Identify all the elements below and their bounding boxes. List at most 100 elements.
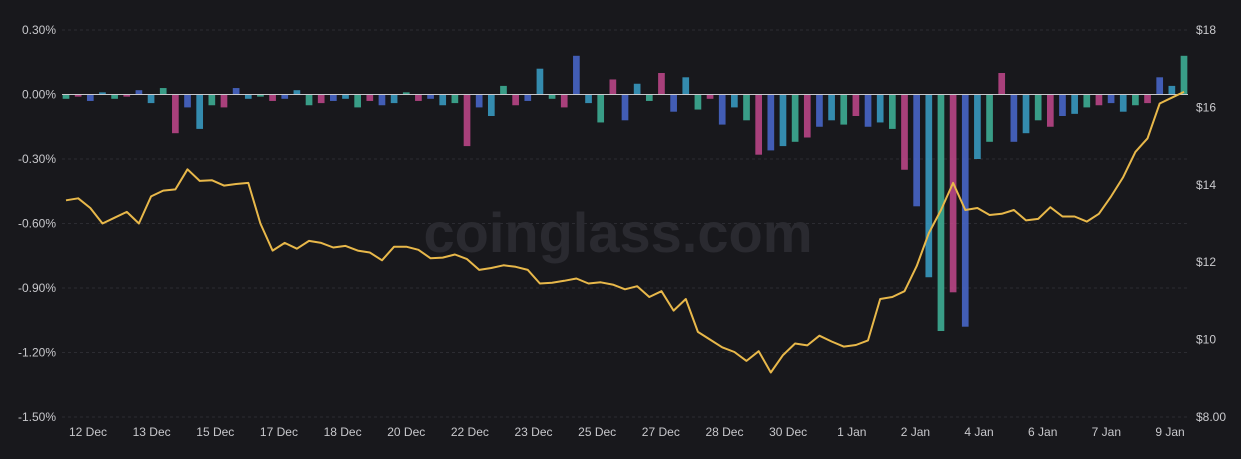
x-tick-label: 2 Jan — [901, 425, 930, 439]
funding-bar — [731, 94, 738, 108]
funding-bar — [1168, 85, 1176, 95]
funding-bar — [1071, 94, 1078, 114]
funding-bar — [184, 94, 191, 108]
x-tick-label: 18 Dec — [324, 425, 362, 439]
funding-bar — [439, 94, 447, 106]
funding-bar — [512, 94, 519, 106]
funding-bar — [852, 94, 860, 116]
funding-bar — [658, 73, 665, 95]
x-axis-ticks: 12 Dec 13 Dec 15 Dec 17 Dec 18 Dec 20 Dec 22 D… — [69, 425, 1185, 439]
funding-bar — [974, 94, 981, 159]
price-series-line — [65, 90, 1185, 374]
funding-bar — [645, 94, 653, 101]
x-tick-label: 15 Dec — [196, 425, 234, 439]
funding-bar — [755, 94, 763, 155]
funding-bar — [889, 94, 896, 129]
funding-bar — [147, 94, 155, 104]
funding-bar — [864, 94, 872, 127]
funding-bar — [415, 94, 422, 101]
left-tick-label: -0.90% — [18, 281, 56, 295]
left-tick-label: -1.50% — [18, 410, 56, 424]
x-tick-label: 30 Dec — [769, 425, 807, 439]
funding-bar — [682, 77, 690, 95]
funding-bar — [828, 94, 835, 121]
funding-bar — [402, 92, 410, 95]
x-tick-label: 4 Jan — [964, 425, 993, 439]
funding-bar — [354, 94, 361, 108]
x-tick-label: 12 Dec — [69, 425, 107, 439]
right-tick-label: $12 — [1196, 255, 1216, 269]
funding-bar — [135, 90, 143, 95]
x-tick-label: 23 Dec — [515, 425, 553, 439]
funding-bar — [609, 79, 617, 95]
funding-bar — [718, 94, 726, 125]
funding-bar — [220, 94, 228, 108]
right-tick-label: $8.00 — [1196, 410, 1226, 424]
funding-bar — [1034, 94, 1042, 121]
funding-bar — [1083, 94, 1091, 108]
funding-bar — [390, 94, 398, 104]
funding-bar — [293, 90, 301, 95]
funding-bar — [1144, 94, 1151, 104]
funding-bar — [986, 94, 993, 142]
left-tick-label: 0.30% — [22, 23, 56, 37]
right-tick-label: $18 — [1196, 23, 1216, 37]
funding-bar — [427, 94, 434, 99]
funding-bar — [949, 94, 957, 293]
funding-bar — [767, 94, 775, 151]
funding-bar — [208, 94, 216, 106]
funding-bar — [1046, 94, 1054, 127]
funding-bar — [232, 88, 240, 95]
funding-bar — [281, 94, 289, 99]
funding-bar — [1107, 94, 1115, 104]
funding-bar — [816, 94, 823, 127]
funding-bar — [463, 94, 471, 147]
funding-bar — [172, 94, 179, 134]
right-tick-label: $14 — [1196, 178, 1216, 192]
funding-bar — [840, 94, 848, 125]
funding-bar — [475, 94, 483, 108]
funding-bar — [585, 94, 592, 104]
funding-bar — [500, 85, 507, 95]
x-tick-label: 28 Dec — [705, 425, 743, 439]
funding-bar — [1119, 94, 1127, 112]
funding-bar — [1059, 94, 1066, 116]
funding-bar — [791, 94, 799, 142]
funding-bar — [269, 94, 276, 101]
funding-bar — [111, 94, 118, 99]
funding-bar — [317, 94, 325, 104]
x-tick-label: 27 Dec — [642, 425, 680, 439]
x-tick-label: 25 Dec — [578, 425, 616, 439]
funding-bar — [536, 68, 544, 95]
right-tick-label: $16 — [1196, 100, 1216, 114]
funding-bar — [123, 94, 131, 97]
x-tick-label: 13 Dec — [133, 425, 171, 439]
funding-bar — [937, 94, 945, 331]
left-tick-label: -0.30% — [18, 152, 56, 166]
funding-bar — [560, 94, 568, 108]
funding-bar — [487, 94, 495, 116]
price-line — [65, 90, 1185, 374]
funding-bar — [633, 83, 641, 95]
funding-bar — [913, 94, 920, 207]
x-tick-label: 22 Dec — [451, 425, 489, 439]
x-tick-label: 7 Jan — [1092, 425, 1121, 439]
left-tick-label: -0.60% — [18, 217, 56, 231]
x-tick-label: 1 Jan — [837, 425, 866, 439]
funding-bar — [196, 94, 204, 129]
funding-bar — [925, 94, 933, 278]
funding-bar — [159, 88, 167, 95]
funding-bar — [1180, 55, 1188, 95]
funding-bar — [803, 94, 811, 138]
funding-bar — [305, 94, 313, 106]
x-tick-label: 9 Jan — [1155, 425, 1184, 439]
funding-bar — [378, 94, 386, 106]
left-tick-label: -1.20% — [18, 346, 56, 360]
funding-bar — [257, 94, 264, 97]
left-axis-ticks: 0.30% 0.00% -0.30% -0.60% -0.90% -1.20% -1.50% — [18, 23, 56, 424]
funding-bar — [86, 94, 94, 101]
x-tick-label: 20 Dec — [387, 425, 425, 439]
funding-bar — [330, 94, 337, 101]
